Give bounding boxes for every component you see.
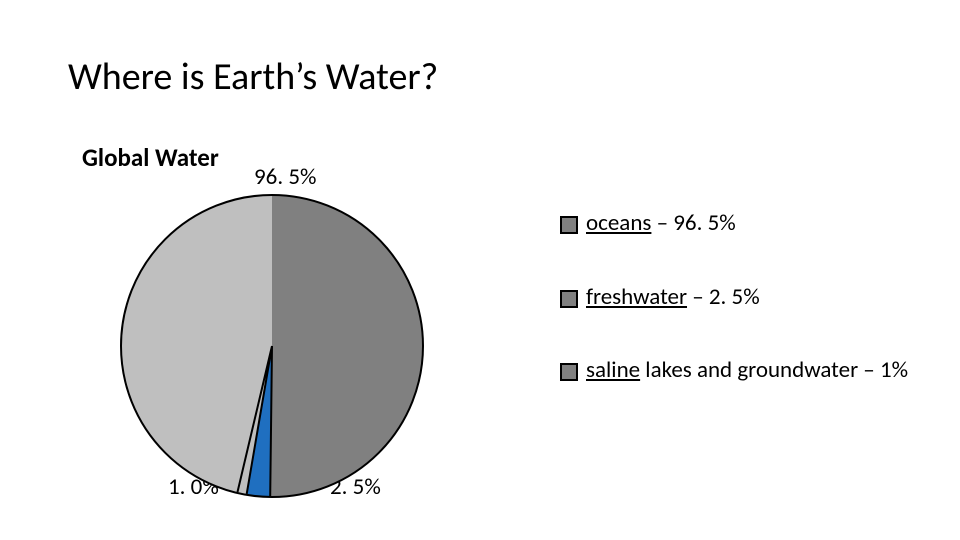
legend-label-oceans: oceans – 96. 5%	[586, 210, 920, 238]
legend-item-saline: saline lakes and groundwater – 1%	[560, 357, 920, 385]
slide: Where is Earth’s Water? Global Water 96.…	[0, 0, 960, 540]
legend-swatch-freshwater	[560, 290, 578, 308]
legend-label-saline: saline lakes and groundwater – 1%	[586, 357, 920, 385]
chart-legend: oceans – 96. 5% freshwater – 2. 5% salin…	[560, 210, 920, 431]
data-label-oceans: 96. 5%	[254, 163, 316, 191]
pie-separators	[120, 194, 424, 498]
chart-title: Global Water	[82, 142, 219, 173]
legend-swatch-oceans	[560, 216, 578, 234]
legend-item-freshwater: freshwater – 2. 5%	[560, 284, 920, 312]
legend-swatch-saline	[560, 363, 578, 381]
legend-label-freshwater: freshwater – 2. 5%	[586, 284, 920, 312]
legend-item-oceans: oceans – 96. 5%	[560, 210, 920, 238]
slide-title: Where is Earth’s Water?	[68, 54, 438, 100]
pie-chart	[120, 194, 430, 504]
